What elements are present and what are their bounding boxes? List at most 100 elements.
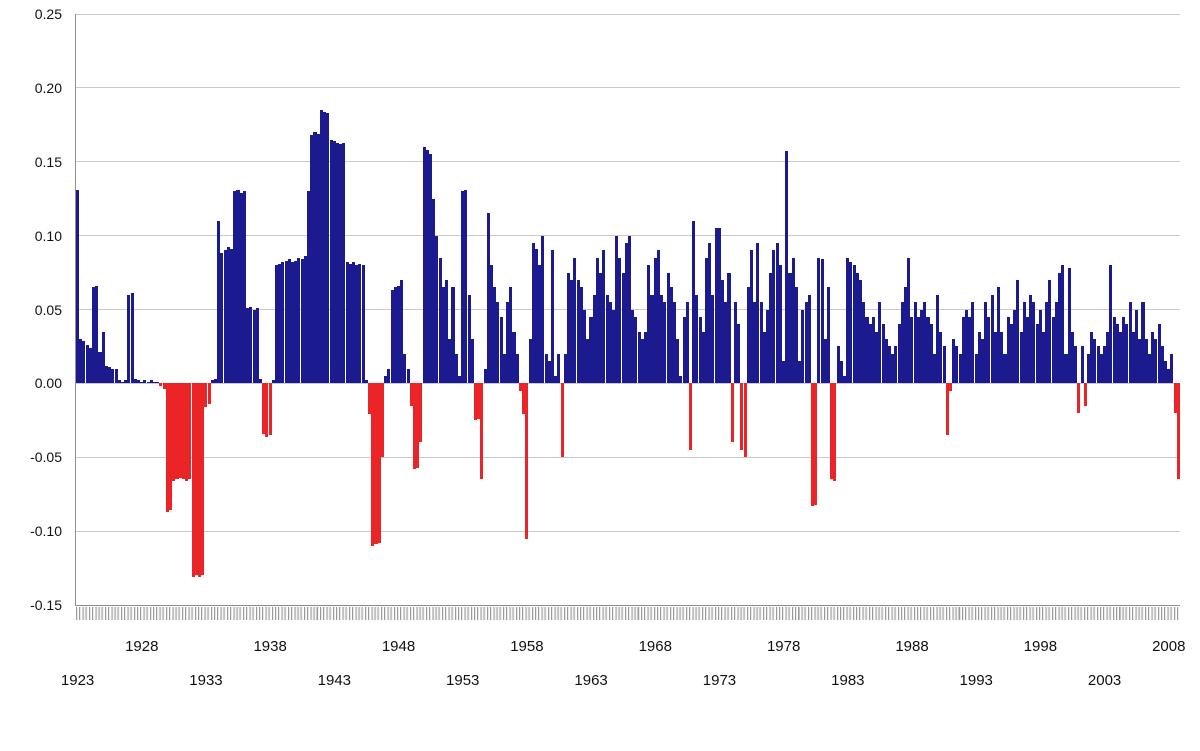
chart-bar — [759, 302, 763, 384]
chart-bar — [246, 308, 250, 384]
x-tick-label-1933: 1933 — [189, 672, 223, 689]
chart-bar — [788, 272, 792, 384]
chart-bar — [454, 353, 458, 384]
chart-bar — [223, 250, 227, 384]
chart-bar — [326, 112, 330, 384]
chart-bar — [1086, 353, 1090, 384]
chart-bar — [512, 331, 516, 384]
chart-bar — [457, 375, 461, 384]
chart-bar — [968, 316, 972, 384]
chart-bar — [528, 339, 532, 384]
chart-bar — [573, 257, 577, 384]
chart-bar — [210, 380, 214, 384]
chart-bar — [926, 316, 930, 384]
chart-bar — [1077, 383, 1081, 413]
chart-bar — [156, 381, 160, 384]
chart-bar — [977, 331, 981, 384]
chart-bar — [371, 383, 375, 546]
chart-bar — [403, 353, 407, 384]
chart-bar — [647, 265, 651, 384]
chart-bar — [214, 378, 218, 384]
chart-bar — [711, 294, 715, 384]
chart-bar — [345, 262, 349, 384]
chart-bar — [766, 309, 770, 384]
chart-bar — [775, 243, 779, 384]
chart-bar — [1112, 316, 1116, 384]
chart-bar — [807, 294, 811, 384]
chart-bar — [782, 361, 786, 384]
chart-bar — [300, 259, 304, 384]
chart-bar — [608, 302, 612, 384]
chart-bar — [1080, 346, 1084, 384]
chart-bar — [1096, 346, 1100, 384]
chart-bar — [1067, 268, 1071, 384]
x-tick-label-1938: 1938 — [253, 638, 287, 655]
chart-bar — [226, 247, 230, 384]
chart-bar — [538, 265, 542, 384]
chart-bar — [981, 339, 985, 384]
chart-bar — [1083, 383, 1087, 406]
chart-bar — [826, 287, 831, 384]
chart-bar — [175, 383, 179, 480]
chart-bar — [640, 339, 644, 384]
chart-bar — [570, 279, 574, 384]
gridline-0.00 — [76, 382, 1180, 384]
chart-bar — [685, 302, 689, 384]
chart-bar — [1003, 353, 1007, 384]
chart-bar — [416, 383, 420, 468]
chart-bar — [342, 142, 346, 384]
chart-bar — [567, 272, 571, 384]
gridline--0.15 — [76, 604, 1180, 606]
y-tick-label: 0.05 — [34, 301, 62, 318]
chart-bar — [920, 309, 924, 384]
chart-bar — [188, 383, 192, 480]
chart-bar — [997, 287, 1001, 384]
chart-bar — [278, 263, 282, 384]
x-axis-labels-row1: 1928 1938 1948 1958 1968 1978 1988 1998 2008 — [76, 638, 1185, 658]
chart-bar — [387, 368, 391, 384]
x-tick-label-1988: 1988 — [895, 638, 929, 655]
chart-bar — [470, 339, 474, 384]
y-tick-label: -0.10 — [30, 523, 62, 540]
chart-bar — [1051, 316, 1055, 384]
chart-bar — [865, 316, 869, 384]
chart-bar — [669, 287, 673, 384]
chart-bar — [316, 133, 320, 384]
chart-bar — [939, 331, 943, 384]
chart-bar — [1163, 361, 1167, 384]
chart-bar — [191, 383, 195, 577]
chart-bar — [1019, 331, 1023, 384]
chart-bar — [836, 346, 840, 384]
chart-bar — [666, 272, 670, 384]
chart-bar — [660, 294, 664, 384]
chart-bar — [621, 272, 625, 384]
chart-bar — [820, 259, 824, 384]
chart-bar — [904, 287, 908, 384]
x-tick-label-1993: 1993 — [959, 672, 993, 689]
chart-bar — [884, 339, 888, 384]
chart-bar — [419, 383, 423, 443]
chart-bar — [1038, 309, 1042, 384]
chart-bar — [477, 383, 481, 419]
chart-bar — [714, 228, 718, 384]
chart-bar — [441, 287, 445, 384]
chart-bar — [297, 257, 301, 384]
chart-bar — [92, 287, 96, 384]
chart-bar — [1131, 331, 1135, 384]
x-tick-label-1958: 1958 — [510, 638, 544, 655]
chart-bar — [810, 383, 814, 506]
chart-bar — [1093, 339, 1097, 384]
chart-bar — [624, 243, 628, 384]
chart-bar — [207, 383, 211, 405]
chart-bar — [502, 353, 506, 384]
chart-bar — [586, 339, 590, 384]
chart-bar — [945, 383, 949, 436]
chart-bar — [814, 383, 818, 505]
y-axis-line — [75, 14, 76, 606]
chart-bar — [871, 316, 875, 384]
chart-bar — [1009, 324, 1013, 384]
chart-bar — [319, 110, 323, 384]
chart-bar — [239, 192, 243, 384]
chart-bar — [791, 257, 795, 384]
chart-bar — [464, 189, 468, 384]
